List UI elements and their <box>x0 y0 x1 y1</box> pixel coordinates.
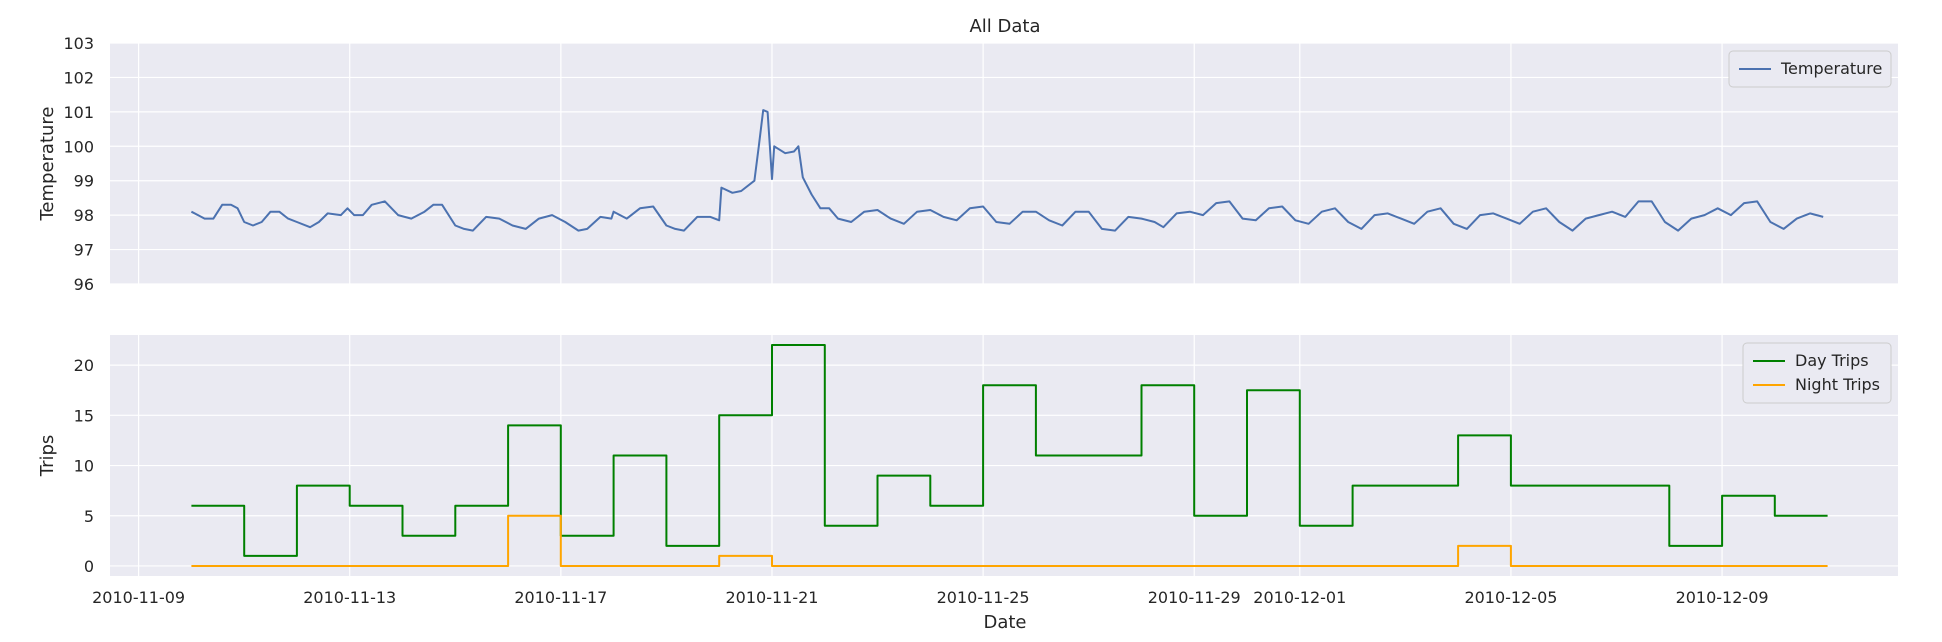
trips-y-axis-label: Trips <box>37 435 58 478</box>
day-trips-line <box>191 344 1828 557</box>
y-tick-label: 0 <box>84 557 94 576</box>
x-tick-label: 2010-11-13 <box>303 588 396 607</box>
trips-y-ticks: 0 5 10 15 20 <box>74 356 94 576</box>
x-tick-label: 2010-11-17 <box>514 588 607 607</box>
legend-label-night-trips: Night Trips <box>1795 375 1880 394</box>
trips-panel: 0 5 10 15 20 Trips Day Trips Night Trips <box>37 335 1898 576</box>
legend-label-temperature: Temperature <box>1780 59 1882 78</box>
y-tick-label: 99 <box>74 172 94 191</box>
y-tick-label: 98 <box>74 206 94 225</box>
y-tick-label: 101 <box>63 103 94 122</box>
x-ticks: 2010-11-09 2010-11-13 2010-11-17 2010-11-21… <box>92 588 1768 607</box>
x-tick-label: 2010-11-25 <box>937 588 1030 607</box>
temperature-series <box>190 109 1824 232</box>
y-tick-label: 10 <box>74 457 94 476</box>
trips-plot-area <box>110 335 1898 576</box>
legend-label-day-trips: Day Trips <box>1795 351 1869 370</box>
x-tick-label: 2010-12-01 <box>1253 588 1346 607</box>
x-tick-label: 2010-12-09 <box>1676 588 1769 607</box>
y-tick-label: 100 <box>63 137 94 156</box>
y-tick-label: 20 <box>74 356 94 375</box>
y-tick-label: 102 <box>63 68 94 87</box>
trips-series <box>191 344 1828 567</box>
trips-legend: Day Trips Night Trips <box>1742 342 1892 404</box>
y-tick-label: 5 <box>84 507 94 526</box>
x-axis-label: Date <box>983 612 1026 633</box>
temperature-plot-area <box>110 43 1898 284</box>
y-tick-label: 96 <box>74 275 94 294</box>
x-tick-label: 2010-11-21 <box>725 588 818 607</box>
x-tick-label: 2010-11-09 <box>92 588 185 607</box>
x-tick-label: 2010-11-29 <box>1148 588 1241 607</box>
temperature-legend: Temperature <box>1728 50 1892 88</box>
legend-box <box>1728 50 1892 88</box>
temperature-y-ticks: 96 97 98 99 100 101 102 103 <box>63 34 94 294</box>
y-tick-label: 103 <box>63 34 94 53</box>
y-tick-label: 97 <box>74 241 94 260</box>
x-tick-label: 2010-12-05 <box>1464 588 1557 607</box>
temperature-y-axis-label: Temperature <box>37 106 58 221</box>
temperature-panel: 96 97 98 99 100 101 102 103 Temperature Tempera… <box>37 34 1898 294</box>
temperature-line <box>190 109 1824 232</box>
legend-box <box>1742 342 1892 404</box>
temperature-grid <box>110 42 1898 285</box>
chart-title: All Data <box>969 16 1040 37</box>
night-trips-line <box>191 514 1828 567</box>
y-tick-label: 15 <box>74 406 94 425</box>
